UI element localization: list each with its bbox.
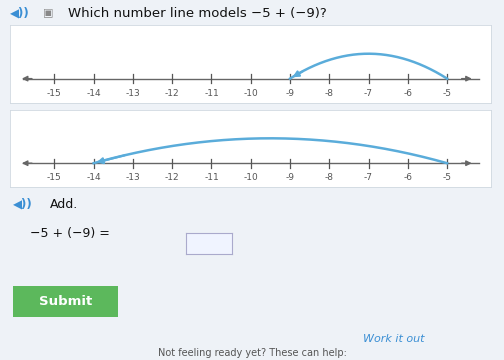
- Text: -6: -6: [403, 89, 412, 98]
- Text: −5 + (−9) =: −5 + (−9) =: [30, 228, 110, 240]
- Text: Not feeling ready yet? These can help:: Not feeling ready yet? These can help:: [158, 348, 346, 358]
- Text: -7: -7: [364, 89, 373, 98]
- Text: -5: -5: [443, 89, 452, 98]
- Text: -12: -12: [165, 173, 179, 182]
- Text: -8: -8: [325, 89, 334, 98]
- Text: -13: -13: [125, 173, 140, 182]
- Text: Which number line models −5 + (−9)?: Which number line models −5 + (−9)?: [68, 7, 327, 20]
- Text: Submit: Submit: [39, 295, 92, 308]
- Text: -12: -12: [165, 89, 179, 98]
- Text: -8: -8: [325, 173, 334, 182]
- Text: -13: -13: [125, 89, 140, 98]
- Text: -14: -14: [86, 173, 101, 182]
- Text: -5: -5: [443, 173, 452, 182]
- Text: ◀)): ◀)): [13, 198, 32, 211]
- Text: ▣: ▣: [43, 9, 53, 18]
- Text: -9: -9: [285, 89, 294, 98]
- Text: -15: -15: [47, 89, 62, 98]
- Text: -7: -7: [364, 173, 373, 182]
- Text: -11: -11: [204, 173, 219, 182]
- Text: -15: -15: [47, 173, 62, 182]
- Text: -9: -9: [285, 173, 294, 182]
- Text: -10: -10: [243, 89, 258, 98]
- Text: -11: -11: [204, 89, 219, 98]
- Text: ◀)): ◀)): [10, 7, 30, 20]
- Text: -6: -6: [403, 173, 412, 182]
- Text: Add.: Add.: [50, 198, 79, 211]
- Text: -10: -10: [243, 173, 258, 182]
- Text: -14: -14: [86, 89, 101, 98]
- Text: Work it out: Work it out: [363, 334, 424, 344]
